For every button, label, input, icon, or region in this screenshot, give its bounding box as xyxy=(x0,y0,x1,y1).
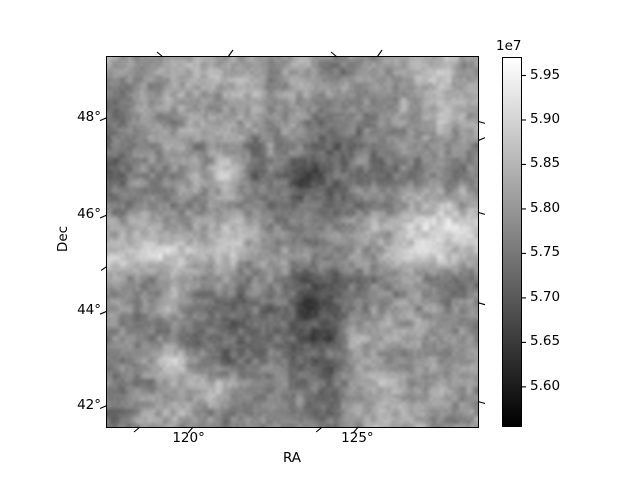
dec-tick xyxy=(99,405,108,410)
bottom-extra-tick xyxy=(315,426,323,433)
colorbar xyxy=(502,57,522,427)
right-extra-tick xyxy=(477,137,486,142)
dec-right-tick xyxy=(477,211,486,215)
dec-tick xyxy=(99,214,108,219)
colorbar-tick-label: 5.95 xyxy=(530,66,561,83)
dec-tick-label: 44° xyxy=(77,302,101,319)
dec-tick-label: 46° xyxy=(77,205,101,222)
dec-right-tick xyxy=(477,400,486,404)
x-axis-label: RA xyxy=(282,450,302,466)
colorbar-tick-label: 5.85 xyxy=(530,155,561,172)
dec-tick-label: 42° xyxy=(77,396,101,413)
colorbar-tick-label: 5.90 xyxy=(530,110,561,127)
dec-tick xyxy=(99,310,108,315)
colorbar-scale-label: 1e7 xyxy=(496,38,522,54)
colorbar-tick-label: 5.60 xyxy=(530,377,561,394)
heatmap-image xyxy=(107,57,478,427)
y-axis-label: Dec xyxy=(55,225,71,253)
colorbar-tick-label: 5.65 xyxy=(530,333,561,350)
dec-right-tick xyxy=(477,302,486,306)
ra-top-tick xyxy=(376,49,383,58)
colorbar-tick-label: 5.75 xyxy=(530,244,561,261)
dec-right-tick xyxy=(477,120,486,124)
ra-tick-label: 125° xyxy=(341,430,374,446)
bottom-extra-tick xyxy=(133,426,141,433)
ra-top-tick xyxy=(227,49,234,58)
colorbar-tick-label: 5.70 xyxy=(530,288,561,305)
ra-tick-label: 120° xyxy=(172,430,205,446)
colorbar-tick-label: 5.80 xyxy=(530,199,561,216)
dec-tick-label: 48° xyxy=(77,108,101,125)
dec-tick xyxy=(99,117,108,122)
